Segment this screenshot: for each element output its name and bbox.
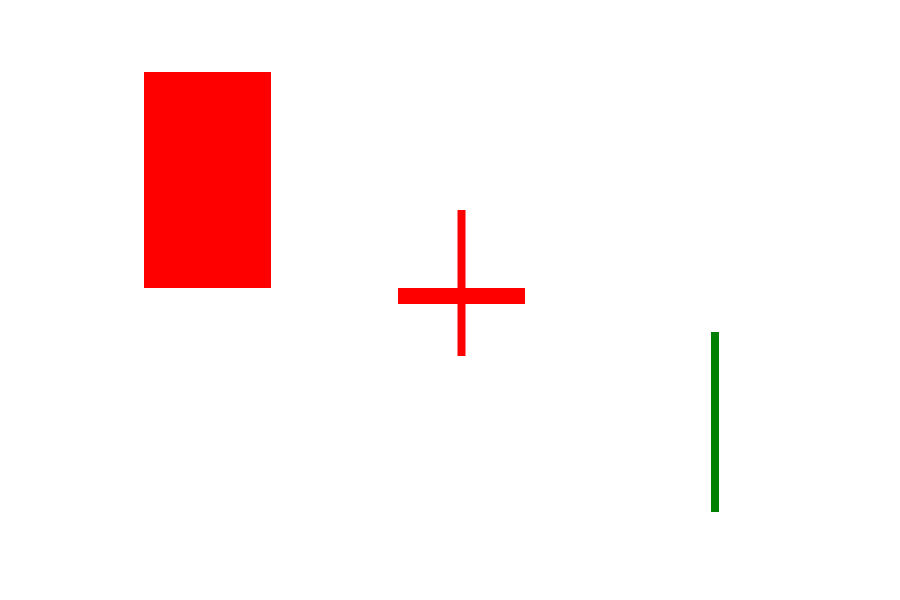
candle-1-body [144, 72, 271, 288]
candle-2 [398, 210, 525, 356]
candle-3-wick [711, 332, 719, 512]
candle-2-body [398, 288, 525, 304]
candle-1 [144, 72, 271, 288]
candles-group [144, 72, 719, 512]
candle-2-wick [457, 210, 466, 356]
candle-3 [711, 332, 719, 512]
